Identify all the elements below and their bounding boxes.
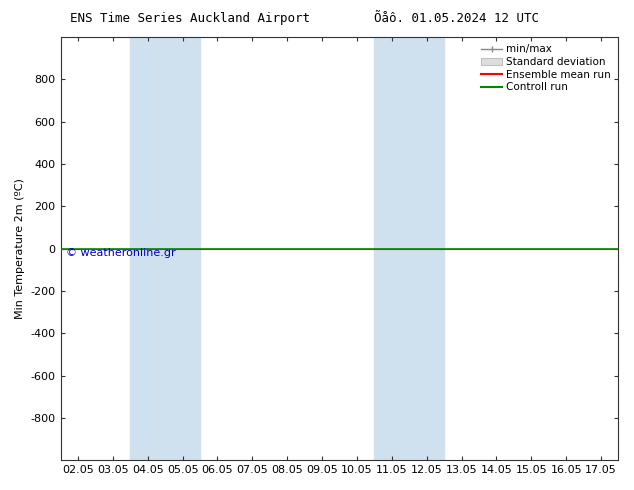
Bar xyxy=(375,37,444,460)
Y-axis label: Min Temperature 2m (ºC): Min Temperature 2m (ºC) xyxy=(15,178,25,319)
Bar xyxy=(130,37,200,460)
Text: © weatheronline.gr: © weatheronline.gr xyxy=(66,248,176,258)
Legend: min/max, Standard deviation, Ensemble mean run, Controll run: min/max, Standard deviation, Ensemble me… xyxy=(479,42,613,94)
Text: ENS Time Series Auckland Airport: ENS Time Series Auckland Airport xyxy=(70,12,310,25)
Text: Õåô. 01.05.2024 12 UTC: Õåô. 01.05.2024 12 UTC xyxy=(374,12,539,25)
